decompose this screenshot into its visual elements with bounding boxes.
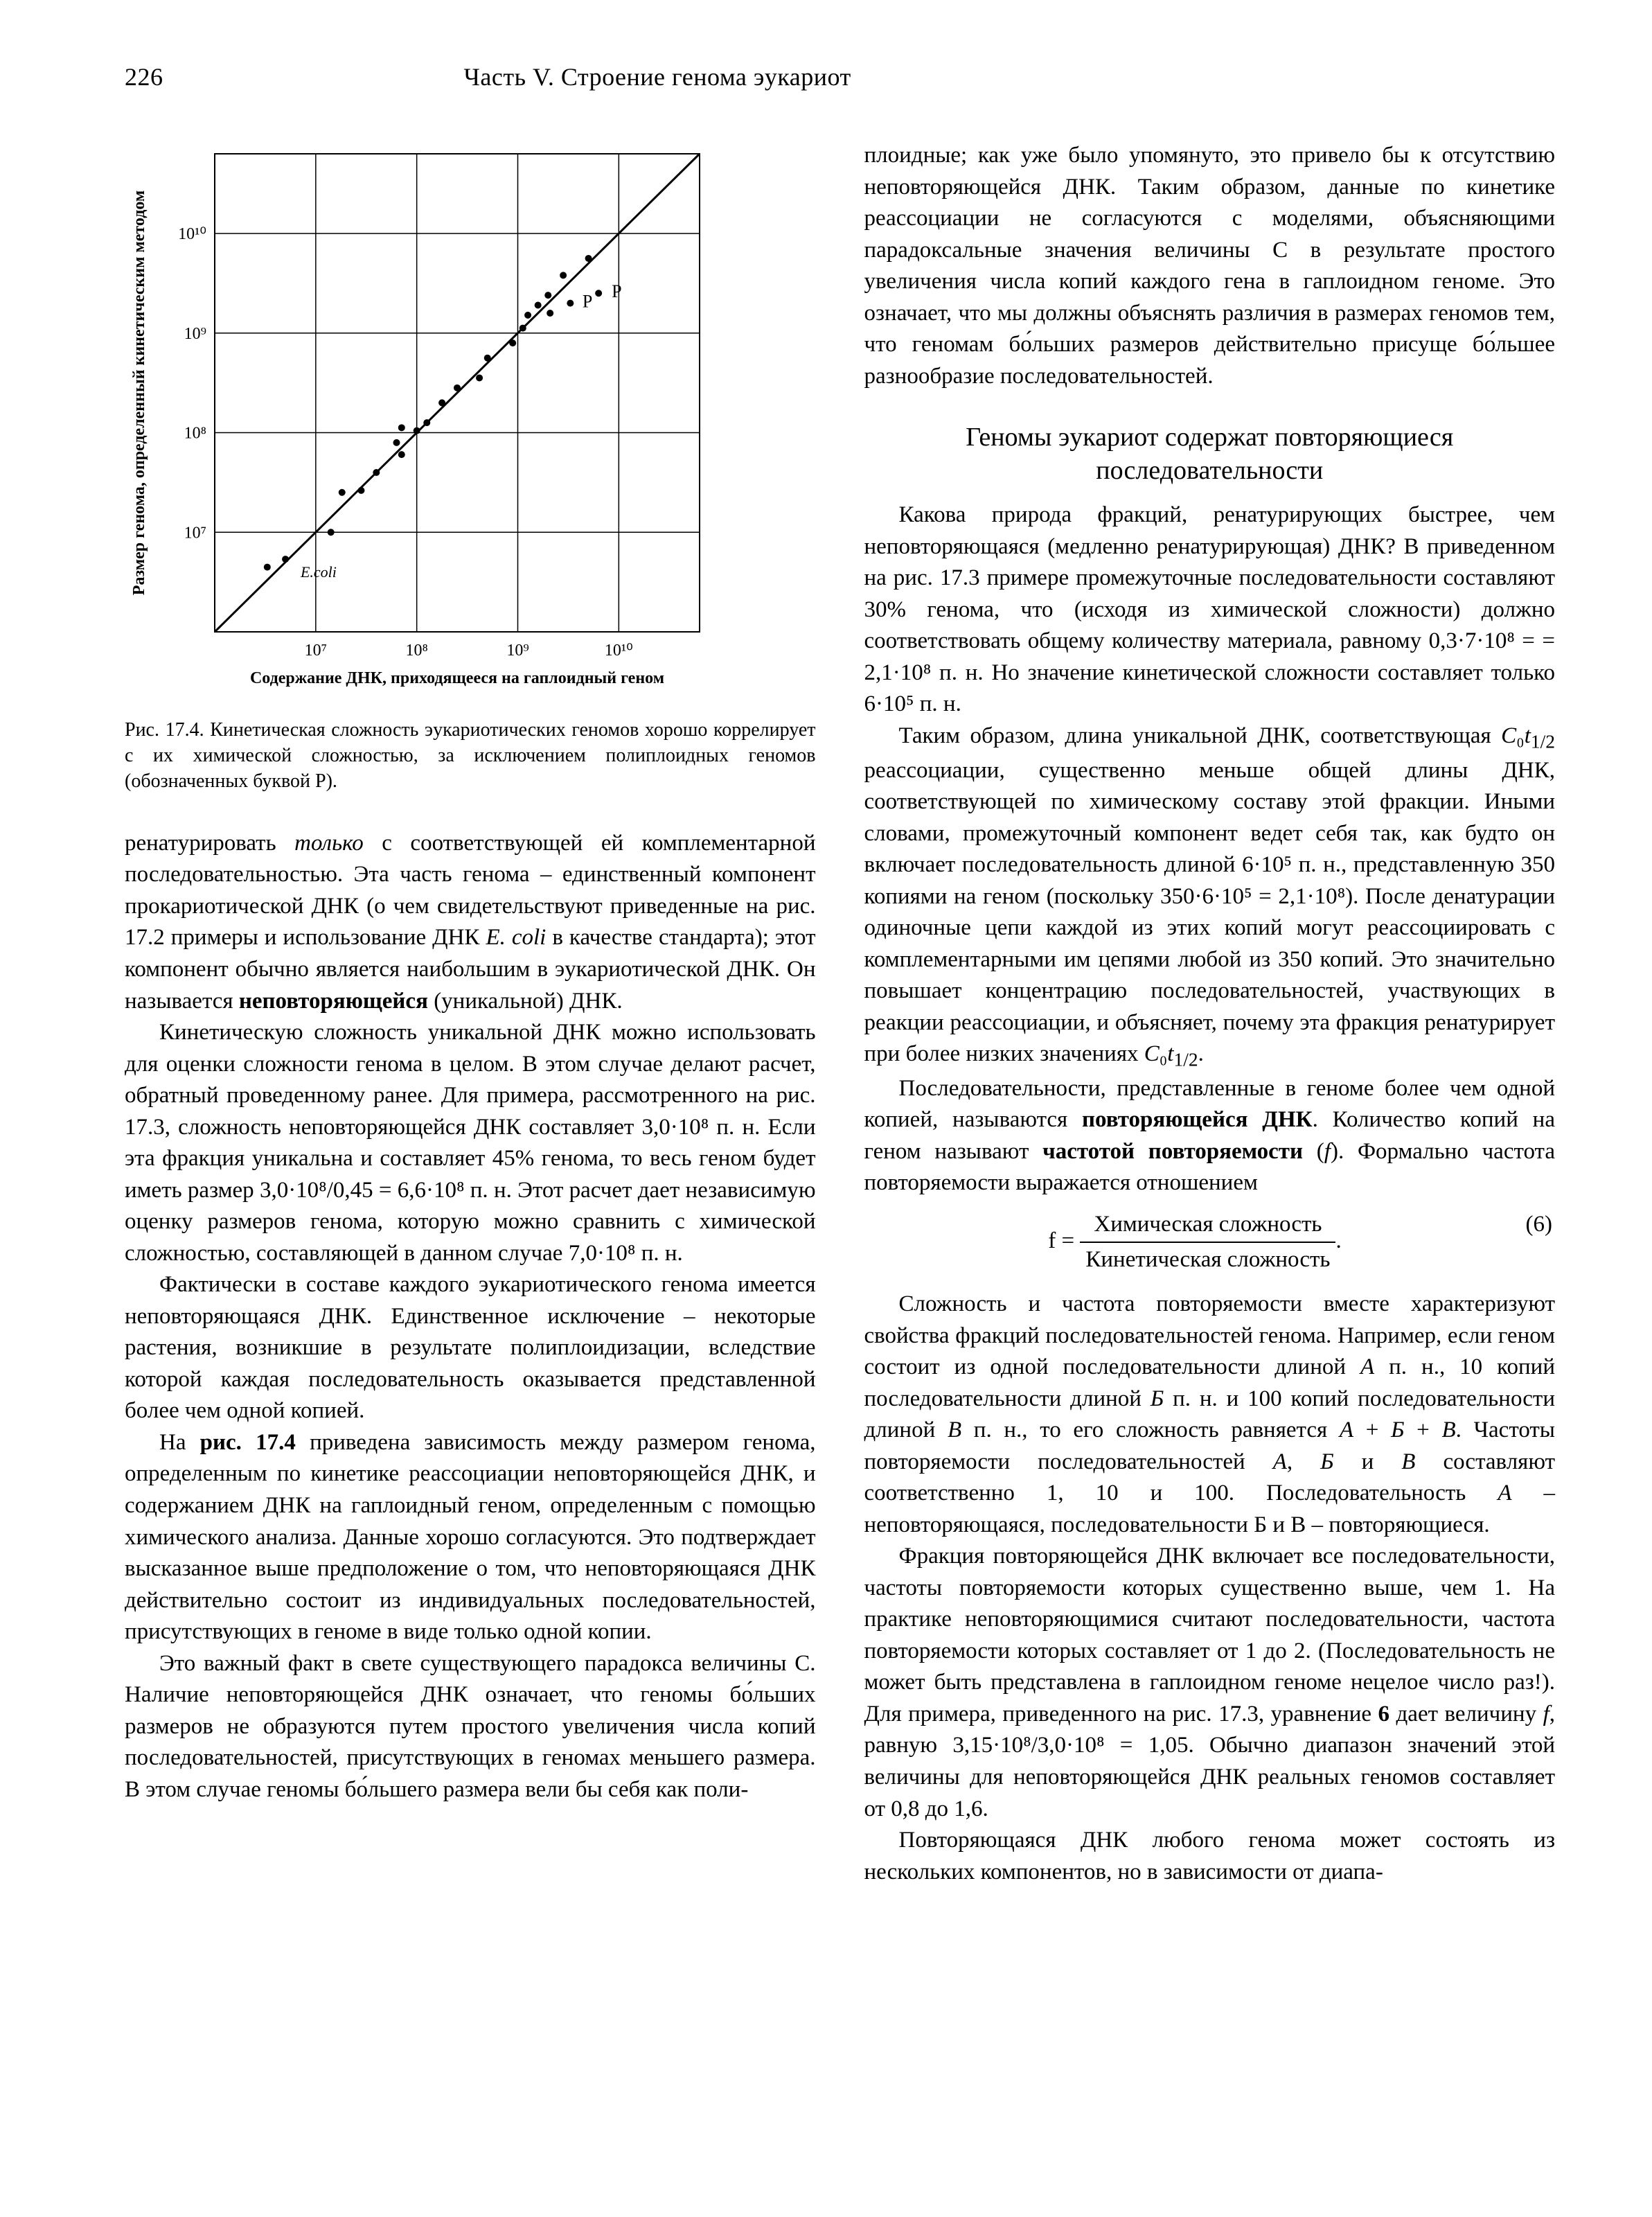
left-column: E.coli PP 10⁷ 10⁸ 10⁹ 10¹⁰ 10⁷ 10⁸ 10⁹ 10¹⁰ Содерж… xyxy=(125,140,816,1888)
section-heading: Геномы эукариот содержат повторяющиеся п… xyxy=(864,421,1556,487)
paragraph: На рис. 17.4 приведена зависимость между… xyxy=(125,1427,816,1648)
paragraph: Сложность и частота повторяемости вместе… xyxy=(864,1289,1556,1541)
svg-text:P: P xyxy=(612,281,621,301)
paragraph: Это важный факт в свете существующего па… xyxy=(125,1648,816,1806)
figure-caption-text: Кинетическая сложность эукариотических г… xyxy=(125,719,816,792)
page: 226 Часть V. Строение генома эукариот E.… xyxy=(0,0,1652,1971)
svg-text:P: P xyxy=(583,291,592,311)
svg-text:10⁸: 10⁸ xyxy=(405,642,427,660)
svg-text:10¹⁰: 10¹⁰ xyxy=(178,225,206,243)
paragraph: Таким образом, длина уникальной ДНК, соо… xyxy=(864,721,1556,1073)
paragraph: Фракция повторяющейся ДНК включает все п… xyxy=(864,1541,1556,1825)
svg-text:10⁸: 10⁸ xyxy=(184,425,206,443)
svg-text:Размер генома, определенный ки: Размер генома, определенный кинетическим… xyxy=(130,191,148,595)
formula-denominator: Кинетическая сложность xyxy=(1080,1243,1335,1276)
paragraph: ренатурировать только с соответствующей … xyxy=(125,828,816,1017)
svg-text:10⁷: 10⁷ xyxy=(305,642,327,660)
figure-caption-prefix: Рис. 17.4. xyxy=(125,719,204,741)
svg-text:10⁹: 10⁹ xyxy=(184,325,206,343)
svg-text:10¹⁰: 10¹⁰ xyxy=(605,642,633,660)
paragraph: Фактически в составе каждого эукариотиче… xyxy=(125,1269,816,1427)
paragraph: Кинетическую сложность уникальной ДНК мо… xyxy=(125,1017,816,1269)
figure-caption: Рис. 17.4. Кинетическая сложность эукари… xyxy=(125,718,816,795)
scatter-chart: E.coli PP 10⁷ 10⁸ 10⁹ 10¹⁰ 10⁷ 10⁸ 10⁹ 10¹⁰ Содерж… xyxy=(125,140,720,708)
paragraph: Какова природа фракций, ренатурирующих б… xyxy=(864,500,1556,721)
right-body-text-2: Сложность и частота повторяемости вместе… xyxy=(864,1289,1556,1888)
formula-fraction: Химическая сложность Кинетическая сложно… xyxy=(1080,1209,1335,1276)
two-column-layout: E.coli PP 10⁷ 10⁸ 10⁹ 10¹⁰ 10⁷ 10⁸ 10⁹ 10¹⁰ Содерж… xyxy=(125,140,1555,1888)
figure-17-4: E.coli PP 10⁷ 10⁸ 10⁹ 10¹⁰ 10⁷ 10⁸ 10⁹ 10¹⁰ Содерж… xyxy=(125,140,816,795)
formula-lhs: f = xyxy=(1048,1228,1074,1253)
right-column: плоидные; как уже было упомянуто, это пр… xyxy=(864,140,1556,1888)
paragraph: Последовательности, представленные в ген… xyxy=(864,1073,1556,1199)
svg-text:10⁷: 10⁷ xyxy=(184,524,206,542)
svg-text:10⁹: 10⁹ xyxy=(506,642,529,660)
formula-number: (6) xyxy=(1526,1209,1552,1241)
left-body-text: ренатурировать только с соответствующей … xyxy=(125,828,816,1805)
paragraph: Повторяющаяся ДНК любого генома может со… xyxy=(864,1825,1556,1888)
svg-text:Содержание ДНК, приходящееся н: Содержание ДНК, приходящееся на гаплоидн… xyxy=(250,669,664,687)
page-number: 226 xyxy=(125,62,194,91)
equation-6: f = Химическая сложность Кинетическая сл… xyxy=(864,1209,1556,1276)
svg-text:E.coli: E.coli xyxy=(300,563,337,581)
right-continuation-paragraph: плоидные; как уже было упомянуто, это пр… xyxy=(864,140,1556,392)
formula-numerator: Химическая сложность xyxy=(1080,1209,1335,1244)
running-head-title: Часть V. Строение генома эукариот xyxy=(464,63,851,91)
running-header: 226 Часть V. Строение генома эукариот xyxy=(125,62,1555,91)
right-body-text-1: Какова природа фракций, ренатурирующих б… xyxy=(864,500,1556,1199)
